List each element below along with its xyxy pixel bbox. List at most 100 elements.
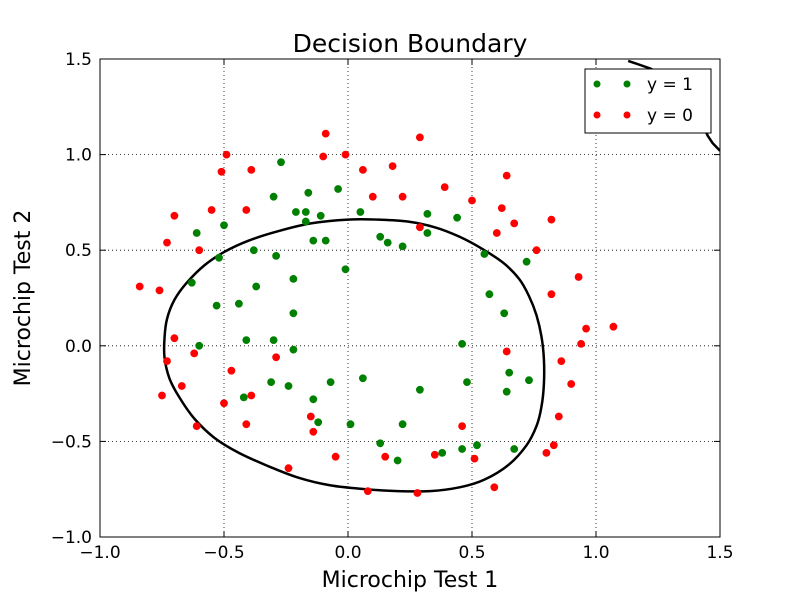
point-y1 xyxy=(423,209,432,218)
legend-label-y1: y = 1 xyxy=(647,75,693,95)
point-y1 xyxy=(505,368,514,377)
point-y0 xyxy=(557,357,566,365)
point-y1 xyxy=(376,232,385,241)
point-y0 xyxy=(582,324,590,333)
point-y1 xyxy=(463,378,471,386)
point-y0 xyxy=(458,422,466,430)
point-y0 xyxy=(567,380,576,388)
point-y1 xyxy=(358,374,367,383)
point-y0 xyxy=(547,215,556,224)
point-y0 xyxy=(309,427,318,436)
point-y0 xyxy=(163,238,171,247)
point-y0 xyxy=(242,420,251,429)
decision-boundary-curve xyxy=(162,218,546,493)
point-y0 xyxy=(319,152,328,161)
point-y1 xyxy=(212,301,221,310)
point-y1 xyxy=(239,393,248,402)
point-y1 xyxy=(249,246,258,255)
point-y1 xyxy=(393,456,402,465)
point-y0 xyxy=(547,290,556,299)
point-y0 xyxy=(195,246,204,255)
point-y0 xyxy=(247,165,256,174)
y-tick-label: 1.0 xyxy=(65,146,92,166)
point-y1 xyxy=(383,238,392,247)
point-y0 xyxy=(542,448,551,457)
point-y1 xyxy=(480,250,489,258)
point-y1 xyxy=(398,242,407,251)
point-y0 xyxy=(415,223,424,232)
point-y0 xyxy=(222,150,231,159)
point-y1 xyxy=(291,208,300,216)
grid-lines xyxy=(100,59,720,537)
point-y0 xyxy=(247,391,256,400)
point-y1 xyxy=(269,192,278,201)
x-tick-label: 0.5 xyxy=(458,543,485,563)
point-y0 xyxy=(502,171,511,180)
y-tick-label: −0.5 xyxy=(51,432,92,452)
point-y0 xyxy=(341,150,350,159)
point-y0 xyxy=(577,339,585,348)
legend-marker-y1-a xyxy=(593,80,601,88)
point-y0 xyxy=(284,464,293,473)
legend-marker-y1-b xyxy=(623,80,631,88)
point-y0 xyxy=(363,487,372,495)
point-y1 xyxy=(510,445,519,453)
point-y0 xyxy=(170,211,179,220)
point-y1 xyxy=(415,385,424,394)
point-y0 xyxy=(192,422,201,430)
point-y0 xyxy=(468,196,476,205)
point-y0 xyxy=(381,452,390,461)
point-y1 xyxy=(316,211,325,220)
x-tick-label: −0.5 xyxy=(203,543,244,563)
point-y0 xyxy=(306,412,315,421)
point-y0 xyxy=(430,450,439,459)
point-y1 xyxy=(269,336,278,344)
point-y0 xyxy=(220,399,228,408)
point-y0 xyxy=(388,162,397,170)
point-y0 xyxy=(497,204,506,212)
point-y0 xyxy=(490,483,499,492)
point-y1 xyxy=(438,448,447,457)
point-y0 xyxy=(155,286,164,295)
point-y0 xyxy=(135,282,144,291)
point-y0 xyxy=(510,219,519,228)
point-y0 xyxy=(398,192,407,201)
point-y1 xyxy=(192,229,201,237)
point-y1 xyxy=(376,439,385,448)
point-y1 xyxy=(301,217,310,226)
point-y1 xyxy=(346,420,355,429)
point-y1 xyxy=(321,236,330,245)
point-y0 xyxy=(331,452,340,461)
y-tick-label: 0.5 xyxy=(65,241,92,261)
point-y0 xyxy=(574,273,583,281)
point-y1 xyxy=(289,345,298,354)
point-y1 xyxy=(304,188,313,197)
point-y1 xyxy=(334,185,342,193)
x-axis-label: Microchip Test 1 xyxy=(322,568,499,593)
point-y0 xyxy=(368,192,377,201)
point-y0 xyxy=(609,322,618,331)
chart-title: Decision Boundary xyxy=(293,29,528,58)
point-y0 xyxy=(190,349,199,358)
y-tick-label: −1.0 xyxy=(51,528,92,548)
point-y1 xyxy=(187,278,196,287)
point-y1 xyxy=(272,251,280,260)
point-y1 xyxy=(220,221,228,230)
point-y1 xyxy=(242,336,251,344)
point-y0 xyxy=(549,441,558,450)
point-y1 xyxy=(195,341,204,350)
point-y1 xyxy=(522,257,531,266)
point-y0 xyxy=(163,357,171,365)
point-y1 xyxy=(356,208,365,216)
point-y0 xyxy=(413,489,422,497)
point-y0 xyxy=(207,206,216,214)
point-y1 xyxy=(502,387,511,396)
x-tick-label: 1.5 xyxy=(706,543,733,563)
point-y1 xyxy=(341,265,350,274)
point-y0 xyxy=(158,391,166,400)
point-y1 xyxy=(485,290,494,299)
y-tick-label: 1.5 xyxy=(65,50,92,70)
point-y1 xyxy=(234,299,243,308)
x-tick-label: −1.0 xyxy=(79,543,120,563)
